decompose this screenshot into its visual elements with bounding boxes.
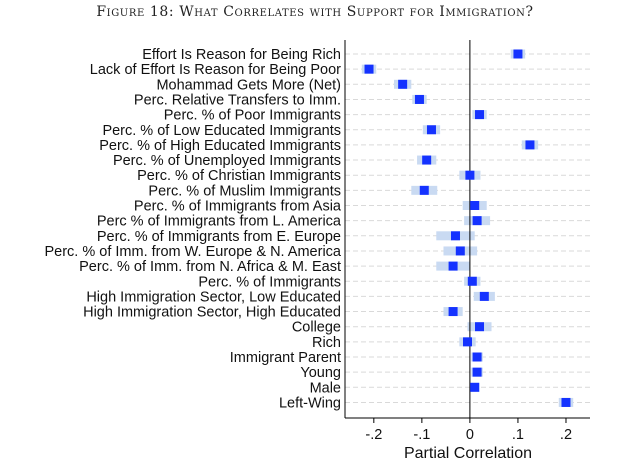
variable-label: Effort Is Reason for Being Rich <box>142 47 341 63</box>
point-estimate <box>470 382 480 392</box>
x-tick-label: .2 <box>560 427 572 443</box>
point-estimate <box>472 352 482 362</box>
x-tick-label: .1 <box>512 427 524 443</box>
variable-label: High Immigration Sector, Low Educated <box>86 289 341 305</box>
variable-label: Perc. % of Immigrants from E. Europe <box>97 229 341 245</box>
point-estimate <box>475 322 485 332</box>
point-estimate <box>467 276 477 286</box>
point-estimate <box>463 337 472 347</box>
point-estimate <box>455 246 465 256</box>
variable-label: Young <box>300 365 341 381</box>
variable-label: Perc. % of Low Educated Immigrants <box>102 123 341 139</box>
point-estimate <box>448 307 458 317</box>
point-estimate <box>364 64 374 74</box>
variable-label: Perc. % of Christian Immigrants <box>137 168 341 184</box>
point-estimate <box>398 79 408 89</box>
point-estimate <box>422 155 432 165</box>
point-estimate <box>448 261 458 271</box>
variable-label: Perc. % of Muslim Immigrants <box>148 183 341 199</box>
point-estimates <box>364 49 571 407</box>
point-estimate <box>414 94 424 104</box>
variable-label: Perc. % of Unemployed Immigrants <box>113 153 341 169</box>
point-estimate <box>525 140 535 150</box>
point-estimate <box>465 170 475 180</box>
point-estimate <box>479 291 489 301</box>
variable-label: College <box>292 320 341 336</box>
x-axis-label: Partial Correlation <box>404 445 532 462</box>
point-estimate <box>475 110 485 120</box>
x-axis: -.2 -.1 0 .1 .2 <box>344 40 590 443</box>
variable-label: Male <box>310 380 341 396</box>
confidence-intervals <box>361 49 574 407</box>
variable-label: Perc. % of Poor Immigrants <box>164 108 341 124</box>
point-estimate <box>561 397 571 407</box>
point-estimate <box>513 49 523 59</box>
x-tick-label: -.1 <box>413 427 430 443</box>
variable-label: Perc. % of Imm. from W. Europe & N. Amer… <box>44 244 341 260</box>
x-tick-label: -.2 <box>365 427 382 443</box>
point-estimate <box>470 201 480 210</box>
variable-label: Immigrant Parent <box>230 350 341 366</box>
point-estimate <box>472 216 482 226</box>
point-estimate <box>426 125 436 135</box>
variable-label: High Immigration Sector, High Educated <box>83 305 341 321</box>
variable-label: Perc. Relative Transfers to Imm. <box>134 92 341 108</box>
point-estimate <box>419 185 429 195</box>
variable-label: Perc % of Immigrants from L. America <box>97 214 342 230</box>
variable-label: Perc. % of Imm. from N. Africa & M. East <box>79 259 341 275</box>
grid-lines <box>345 53 590 403</box>
variable-label: Lack of Effort Is Reason for Being Poor <box>90 62 341 78</box>
variable-label: Perc. % of Immigrants from Asia <box>134 199 342 215</box>
variable-label: Perc. % of Immigrants <box>198 274 341 290</box>
point-estimate <box>450 231 460 241</box>
variable-label: Left-Wing <box>279 395 341 411</box>
x-tick-label: 0 <box>466 427 474 443</box>
variable-label: Perc. % of High Educated Immigrants <box>99 138 341 154</box>
variable-label: Rich <box>312 335 341 351</box>
variable-label: Mohammad Gets More (Net) <box>156 77 341 93</box>
figure-title: Figure 18: What Correlates with Support … <box>96 4 534 20</box>
point-estimate <box>472 367 482 377</box>
